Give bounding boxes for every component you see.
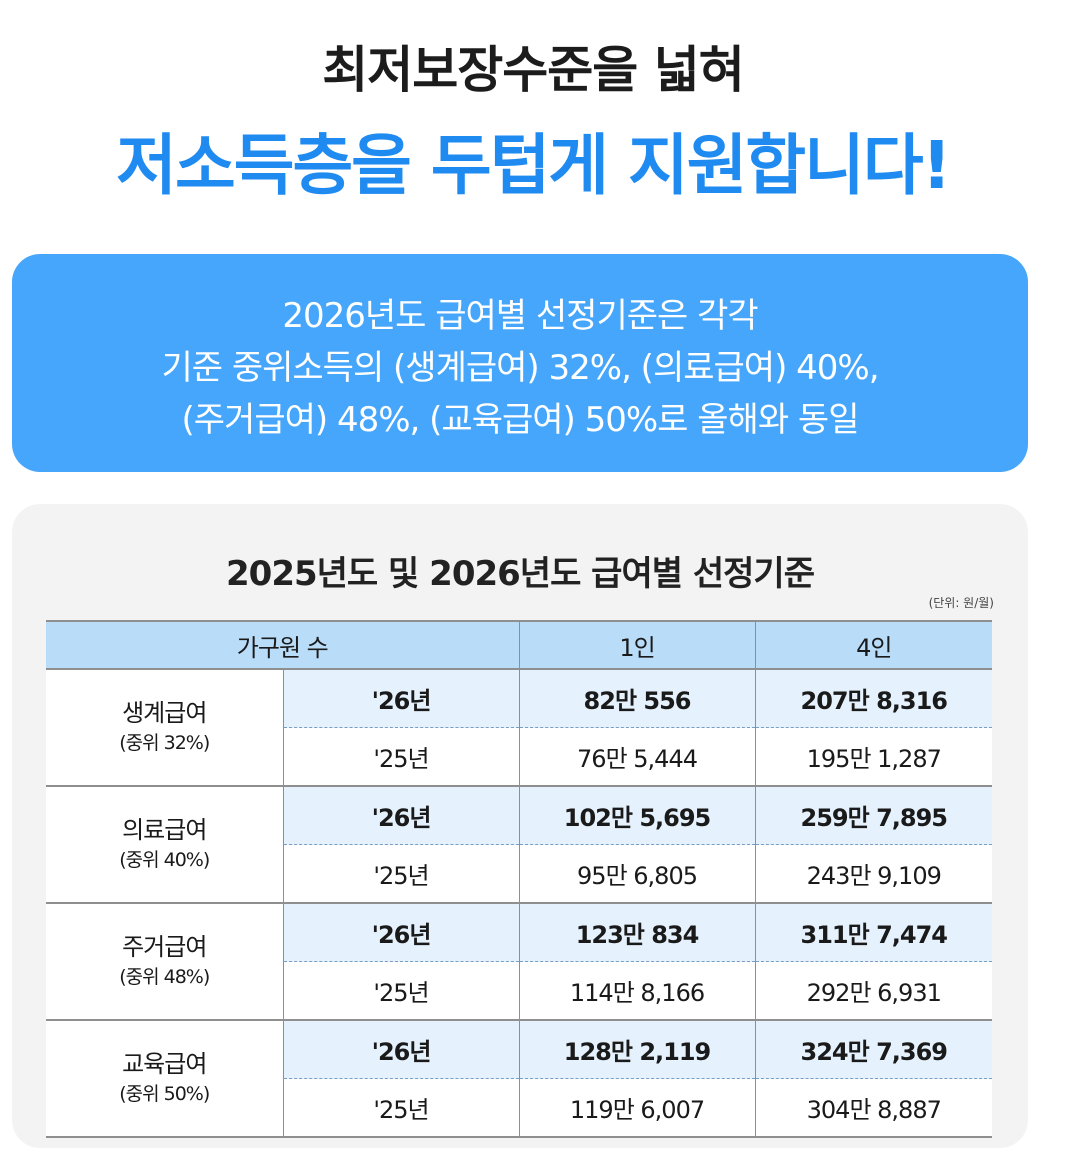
one-person-value: 119만 6,007 [519, 1078, 756, 1138]
year-cell: '26년 [283, 669, 520, 728]
summary-line-1: 2026년도 급여별 선정기준은 각각 [282, 296, 758, 336]
category-name: 의료급여 [122, 815, 207, 844]
table-row: '25년 95만 6,805 243만 9,109 [46, 844, 993, 904]
one-person-value: 128만 2,119 [519, 1020, 756, 1079]
year-cell: '26년 [283, 1020, 520, 1079]
one-person-value: 76만 5,444 [519, 727, 756, 787]
category-name: 교육급여 [122, 1049, 207, 1078]
year-cell: '26년 [283, 786, 520, 845]
one-person-value: 102만 5,695 [519, 786, 756, 845]
table-row: '25년 76만 5,444 195만 1,287 [46, 727, 993, 787]
table-row: 생계급여 (중위 32%) '26년 82만 556 207만 8,316 [46, 669, 993, 787]
category-name: 주거급여 [122, 932, 207, 961]
category-housing: 주거급여 (중위 48%) [46, 903, 284, 1021]
category-ratio: (중위 32%) [119, 731, 210, 754]
four-person-value: 292만 6,931 [755, 961, 993, 1021]
year-cell: '25년 [283, 961, 520, 1021]
category-ratio: (중위 40%) [119, 848, 210, 871]
table-row: 의료급여 (중위 40%) '26년 102만 5,695 259만 7,895 [46, 786, 993, 904]
four-person-value: 207만 8,316 [755, 669, 993, 728]
four-person-value: 324만 7,369 [755, 1020, 993, 1079]
four-person-value: 311만 7,474 [755, 903, 993, 962]
year-cell: '25년 [283, 844, 520, 904]
one-person-value: 95만 6,805 [519, 844, 756, 904]
table-row: '25년 119만 6,007 304만 8,887 [46, 1078, 993, 1138]
summary-line-3: (주거급여) 48%, (교육급여) 50%로 올해와 동일 [181, 400, 860, 440]
header-four-person: 4인 [755, 620, 993, 670]
four-person-value: 259만 7,895 [755, 786, 993, 845]
table-title: 2025년도 및 2026년도 급여별 선정기준 [226, 554, 815, 594]
four-person-value: 304만 8,887 [755, 1078, 993, 1138]
one-person-value: 114만 8,166 [519, 961, 756, 1021]
headline-line-1: 최저보장수준을 넓혀 [322, 41, 744, 99]
header-household-size: 가구원 수 [46, 620, 520, 670]
one-person-value: 123만 834 [519, 903, 756, 962]
header-one-person: 1인 [519, 620, 756, 670]
summary-line-2: 기준 중위소득의 (생계급여) 32%, (의료급여) 40%, [161, 348, 879, 388]
category-education: 교육급여 (중위 50%) [46, 1020, 284, 1138]
criteria-summary-box: 2026년도 급여별 선정기준은 각각 기준 중위소득의 (생계급여) 32%,… [12, 254, 1028, 472]
table-row: 교육급여 (중위 50%) '26년 128만 2,119 324만 7,369 [46, 1020, 993, 1138]
category-name: 생계급여 [122, 698, 207, 727]
category-ratio: (중위 50%) [119, 1082, 210, 1105]
table-header-row: 가구원 수 1인 4인 [46, 620, 993, 670]
category-livelihood: 생계급여 (중위 32%) [46, 669, 284, 787]
one-person-value: 82만 556 [519, 669, 756, 728]
category-medical: 의료급여 (중위 40%) [46, 786, 284, 904]
unit-note: (단위: 원/월) [928, 596, 994, 610]
year-cell: '26년 [283, 903, 520, 962]
year-cell: '25년 [283, 727, 520, 787]
four-person-value: 243만 9,109 [755, 844, 993, 904]
headline-line-2: 저소득층을 두텁게 지원합니다! [116, 127, 951, 204]
four-person-value: 195만 1,287 [755, 727, 993, 787]
table-row: 주거급여 (중위 48%) '26년 123만 834 311만 7,474 [46, 903, 993, 1021]
year-cell: '25년 [283, 1078, 520, 1138]
table-row: '25년 114만 8,166 292만 6,931 [46, 961, 993, 1021]
category-ratio: (중위 48%) [119, 965, 210, 988]
benefits-criteria-table: 가구원 수 1인 4인 생계급여 (중위 32%) '26년 82만 556 2… [46, 620, 993, 1138]
criteria-table-card: 2025년도 및 2026년도 급여별 선정기준 (단위: 원/월) 가구원 수… [12, 504, 1028, 1148]
